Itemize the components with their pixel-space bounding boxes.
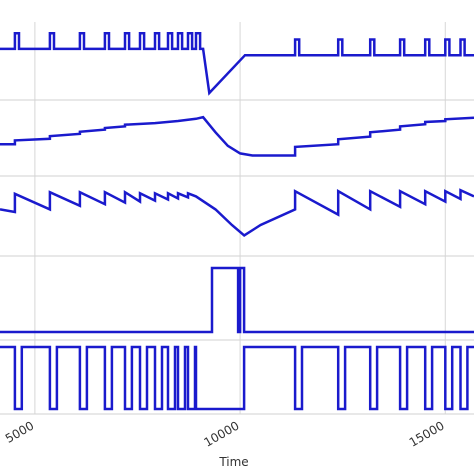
data-line [0, 31, 474, 96]
x-tick-label: 5000 [3, 418, 36, 445]
data-line [0, 345, 474, 411]
x-tick-label: 10000 [202, 418, 242, 449]
data-line [0, 115, 474, 157]
x-axis-label: Time [218, 455, 248, 469]
x-tick-label: 15000 [407, 418, 447, 449]
data-line [0, 266, 474, 334]
data-line [0, 188, 474, 237]
